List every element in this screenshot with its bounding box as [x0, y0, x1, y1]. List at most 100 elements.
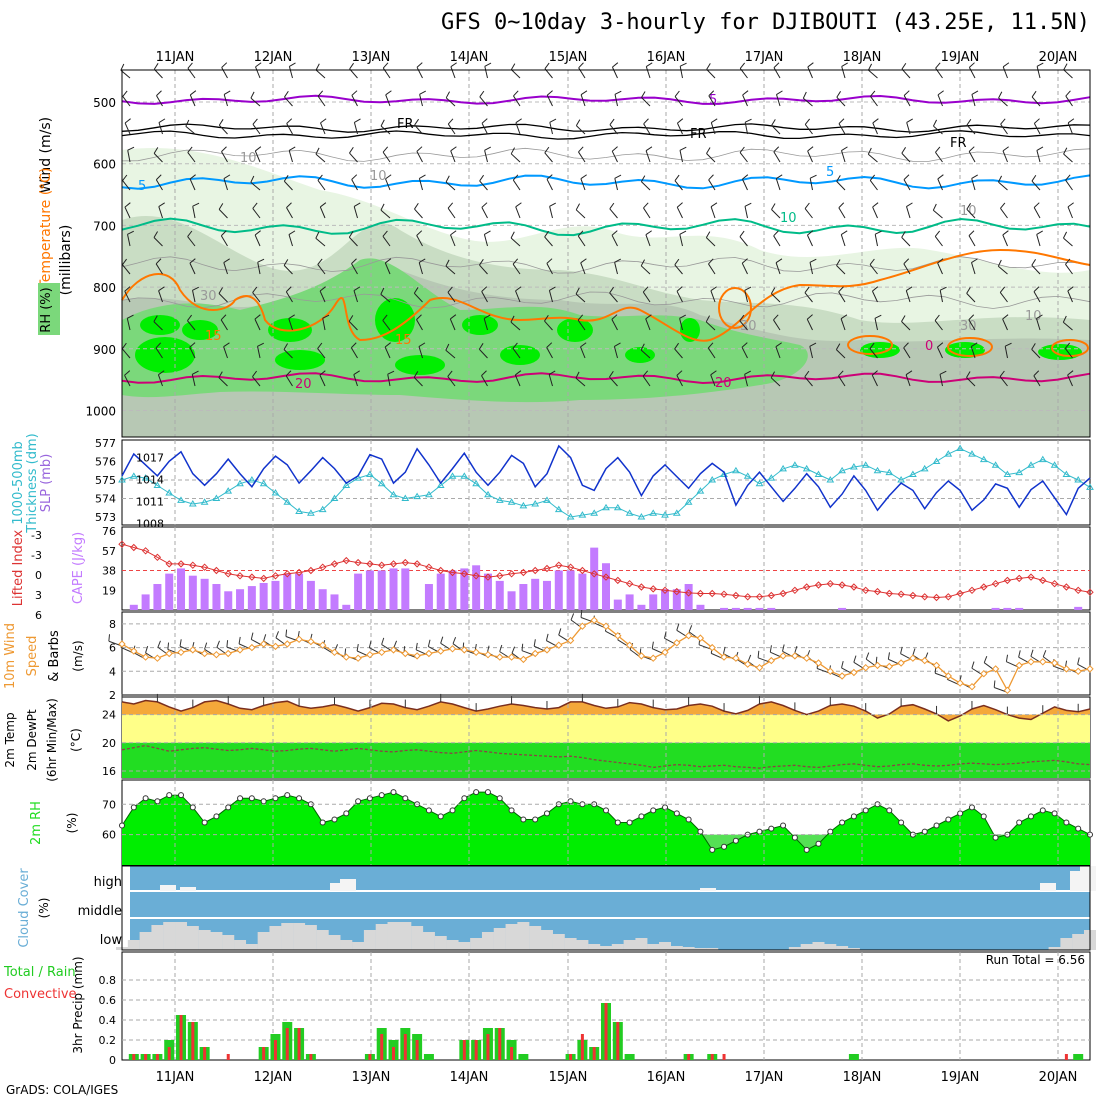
wind-barb: [157, 374, 163, 387]
temperature-axis-label: Temperature (°C): [38, 168, 54, 290]
cape-bar: [141, 594, 150, 610]
wind-barb: [742, 94, 748, 107]
wind-barb-flag: [575, 371, 580, 379]
wind-barb-flag: [348, 231, 354, 238]
lifted-index-point: [224, 570, 232, 578]
rh-point: [378, 792, 385, 799]
thickness-point: [861, 461, 870, 468]
pressure-level-label: 700: [93, 219, 116, 233]
cape-bar: [177, 568, 186, 610]
wind-barb: [901, 237, 911, 247]
wind-barb: [382, 320, 391, 331]
wind-speed-point: [177, 648, 185, 657]
wind-barb: [515, 122, 521, 135]
wind-speed-barb-flag: [226, 640, 229, 648]
wind-barb: [679, 318, 683, 331]
contour-label: 30: [960, 319, 977, 334]
wind-barb-flag: [611, 146, 618, 152]
wind-barb-flag: [679, 314, 686, 319]
wind-speed-barb-flag: [1042, 650, 1047, 657]
wind-barb-flag: [968, 146, 975, 152]
rh-point: [284, 792, 291, 799]
wind-barb: [903, 347, 911, 359]
wind-barb-flag: [549, 286, 556, 291]
wind-barb: [640, 349, 651, 359]
wind-barb: [710, 206, 716, 219]
wind-barb-flag: [254, 230, 261, 236]
thickness-point: [1086, 483, 1094, 490]
lifted-index-point: [637, 583, 646, 591]
pressure-level-label: 800: [93, 281, 116, 295]
cape-bar: [483, 573, 492, 610]
contour-label: 15: [395, 333, 412, 348]
cape-bar: [153, 584, 162, 610]
wind-barb: [250, 97, 261, 107]
wind-barb-flag: [418, 258, 426, 263]
cloud-low-bar: [800, 944, 813, 950]
wind-barb: [580, 262, 586, 275]
cape-bar: [472, 565, 481, 610]
cloud-low-bar: [1048, 947, 1061, 950]
wind-barb: [252, 376, 261, 387]
wind-barb-flag: [122, 258, 128, 265]
wind-barb: [413, 292, 423, 303]
wind-barb-flag: [122, 90, 128, 97]
rh-point: [1027, 813, 1034, 820]
wind-barb: [481, 123, 488, 135]
wind-barb: [189, 262, 196, 275]
thickness-point: [118, 476, 126, 483]
wind-barb-flag: [220, 230, 227, 237]
rh-point: [968, 804, 975, 811]
thickness-tick: 576: [95, 456, 116, 469]
wind-barb-flag: [804, 202, 810, 209]
wind-barb-flag: [1031, 343, 1036, 350]
wind-barb-flag: [515, 202, 522, 208]
wind-barb-flag: [705, 231, 711, 238]
lifted-index-point: [118, 540, 126, 548]
wind-speed-point: [425, 649, 433, 658]
precip-convective-axis-label: Convective: [4, 987, 77, 1002]
thickness-point: [613, 503, 622, 511]
wind-barb: [771, 125, 781, 135]
slp-axis-label: SLP (mb): [39, 454, 54, 513]
wind-speed-point: [484, 650, 492, 659]
cloud-low-bar: [670, 946, 683, 950]
wind-barb: [971, 262, 976, 275]
lifted-index-tick: 3: [35, 589, 42, 602]
thickness-point: [177, 496, 185, 503]
precip-convective-bar: [309, 1054, 313, 1060]
lifted-index-point: [743, 593, 752, 601]
wind-speed-point: [673, 639, 681, 647]
wind-speed-point: [118, 640, 126, 648]
wind-barb: [804, 376, 813, 387]
lifted-index-point: [861, 586, 870, 595]
wind-barb-flag: [544, 230, 550, 238]
wind-barb-flag: [609, 286, 615, 294]
thickness-point: [779, 464, 787, 472]
date-label-top: 19JAN: [941, 50, 980, 65]
thickness-point: [212, 494, 221, 501]
wind-barb-flag: [252, 202, 258, 209]
wind-speed-point: [472, 648, 480, 657]
cloud-low-bar: [340, 940, 353, 950]
wind-barb: [744, 374, 748, 387]
wind-barb-flag: [706, 147, 711, 154]
wind-barb: [869, 180, 878, 191]
wind-speed-barb-flag: [533, 639, 536, 647]
wind-barb: [804, 208, 813, 219]
isotherm-10c-line: [121, 217, 1091, 237]
wind-barb: [544, 236, 553, 247]
wind-barb-flag: [611, 230, 618, 236]
cloud-high-bar: [700, 888, 716, 891]
wind-barb-flag: [1063, 147, 1068, 155]
thickness-point: [1062, 470, 1071, 477]
thickness-point: [755, 479, 764, 487]
wind-speed-barb-flag: [1030, 649, 1034, 657]
wind-speed-point: [248, 643, 256, 652]
wind-speed-barb-flag: [747, 654, 752, 662]
wind-barb-flag: [642, 370, 649, 377]
wind-barb-flag: [1067, 286, 1074, 292]
wind-barb: [867, 153, 878, 163]
wind-barb: [484, 66, 488, 79]
lifted-index-point: [177, 560, 185, 568]
